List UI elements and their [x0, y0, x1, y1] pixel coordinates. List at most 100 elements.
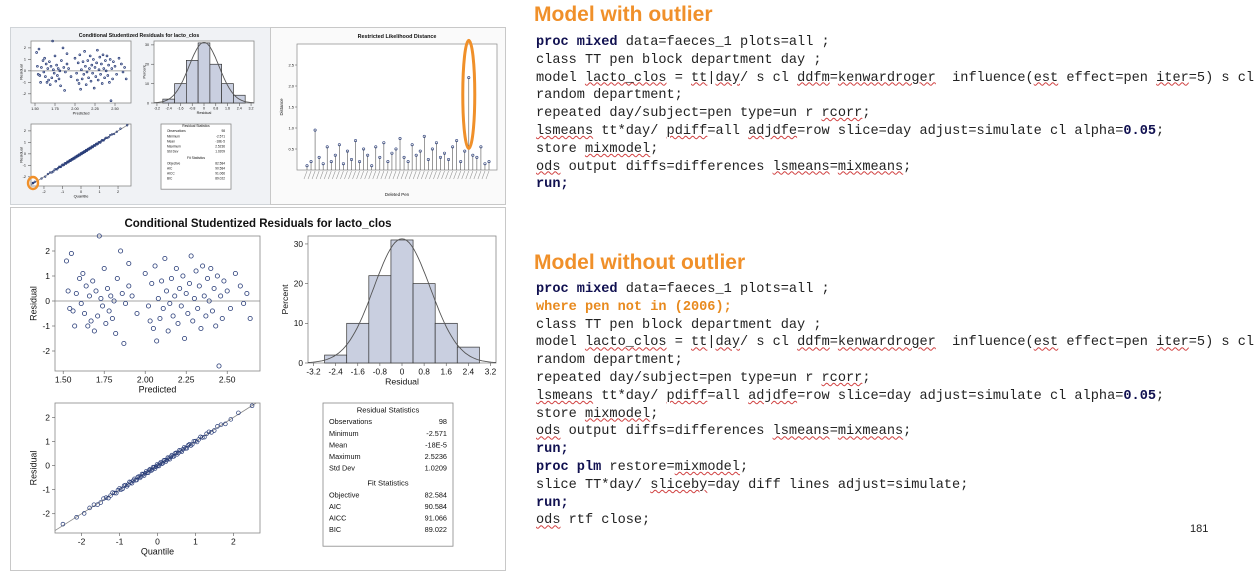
residual-point [109, 99, 113, 103]
ld-x-tick-label [449, 170, 453, 180]
stat-value: 89.022 [425, 525, 447, 534]
residual-point [56, 74, 59, 77]
qq-point [50, 171, 53, 174]
ld-x-tick-label [368, 170, 372, 180]
qq-point [137, 475, 143, 481]
residual-point [241, 301, 247, 307]
ld-x-tick-label [327, 170, 332, 180]
y-tick-label: 30 [294, 239, 304, 249]
code-token: = [666, 70, 692, 86]
residual-point [54, 79, 58, 83]
qq-point [46, 172, 50, 176]
residual-point [92, 86, 96, 90]
y-tick-label: 0.5 [288, 147, 294, 152]
x-tick-label: 1 [98, 190, 100, 194]
code-with-line: random department; [536, 87, 1254, 105]
residual-point [142, 271, 148, 277]
code-without-line: proc mixed data=faeces_1 plots=all ; [536, 281, 1254, 299]
ld-x-tick-label [457, 170, 461, 180]
x-tick-label: 2.4 [463, 366, 475, 376]
residual-point [44, 62, 48, 66]
residual-point [110, 67, 114, 70]
x-tick-label: 2.4 [237, 107, 242, 111]
residual-point [154, 338, 160, 344]
y-axis-label: Residual [28, 451, 38, 486]
residual-point [65, 62, 69, 66]
ld-point [333, 153, 337, 157]
ld-x-tick-label [408, 170, 413, 180]
residual-point [119, 291, 125, 297]
ld-point [443, 151, 447, 155]
code-token: repeated day/subject=pen type=un r [536, 370, 822, 386]
code-token: model [536, 70, 585, 86]
ld-point [390, 151, 394, 155]
code-token: rcorr [821, 370, 863, 386]
histogram-bar [434, 322, 458, 364]
code-without-line: random department; [536, 352, 1254, 370]
code-with-line: model lacto_clos = tt|day/ s cl ddfm=ken… [536, 70, 1254, 88]
code-token: data=faeces_1 plots=all ; [617, 35, 830, 50]
residual-point [89, 79, 93, 83]
scatter-frame [30, 40, 132, 104]
y-tick-label: 1.5 [288, 105, 294, 110]
residual-point [108, 293, 114, 299]
residual-point [100, 62, 103, 66]
y-tick-label: 0 [298, 358, 303, 368]
qq-point [171, 454, 177, 459]
y-tick-label: -2 [23, 175, 26, 179]
residual-point [46, 67, 50, 70]
qq-point [223, 421, 228, 427]
x-tick-label: -3.2 [154, 107, 160, 111]
code-token: store [536, 406, 585, 422]
ld-point [337, 143, 341, 147]
residual-point [149, 281, 155, 287]
residual-point [51, 39, 54, 43]
residual-point [117, 56, 121, 60]
ld-point [382, 141, 386, 145]
residual-point [224, 288, 230, 294]
code-token: = [666, 335, 692, 351]
code-token: rtf close; [560, 513, 651, 529]
residual-point [92, 58, 95, 61]
residual-point [90, 278, 96, 284]
qq-point [151, 465, 157, 470]
ld-point [345, 149, 349, 153]
residual-point [95, 313, 101, 319]
residual-point [211, 286, 217, 292]
residual-point [112, 60, 115, 63]
small-chart-title: Conditional Studentized Residuals for la… [79, 33, 200, 39]
ld-point [309, 160, 313, 164]
residual-point [95, 61, 98, 65]
residual-point [134, 311, 140, 317]
residual-point [178, 303, 184, 309]
ld-x-tick-label [485, 170, 490, 180]
residual-point [93, 66, 97, 69]
ld-x-tick-label [477, 170, 482, 180]
code-token: lsmeans [536, 123, 594, 139]
y-axis-label: Residual [28, 286, 38, 321]
code-token: lacto_clos [584, 335, 667, 351]
residual-point [76, 61, 80, 65]
code-token: class TT pen block department day ; [536, 52, 822, 68]
code-token: where pen not in (2006); [536, 299, 732, 315]
qq-point [60, 521, 66, 527]
residual-point [67, 306, 73, 312]
code-token: ; [739, 459, 749, 475]
code-token: sliceby [650, 477, 708, 493]
ld-point [354, 139, 358, 143]
code-without-line: repeated day/subject=pen type=un r rcorr… [536, 370, 1254, 388]
code-token: run; [536, 495, 569, 511]
residual-point [57, 77, 61, 81]
residual-point [94, 75, 98, 78]
stat-name: Mean [167, 139, 175, 143]
code-token: ddfm [797, 70, 830, 86]
small-diagnostics-svg: Conditional Studentized Residuals for la… [19, 33, 255, 198]
residual-point [81, 60, 85, 63]
stat-value: 82.584 [215, 161, 225, 165]
residual-stats-title: Residual Statistics [357, 406, 420, 415]
histogram-bar [186, 60, 199, 104]
y-tick-label: 20 [145, 63, 149, 67]
x-axis-label: Quantile [141, 547, 174, 557]
ld-x-tick-label [340, 170, 344, 180]
residual-point [195, 306, 201, 312]
